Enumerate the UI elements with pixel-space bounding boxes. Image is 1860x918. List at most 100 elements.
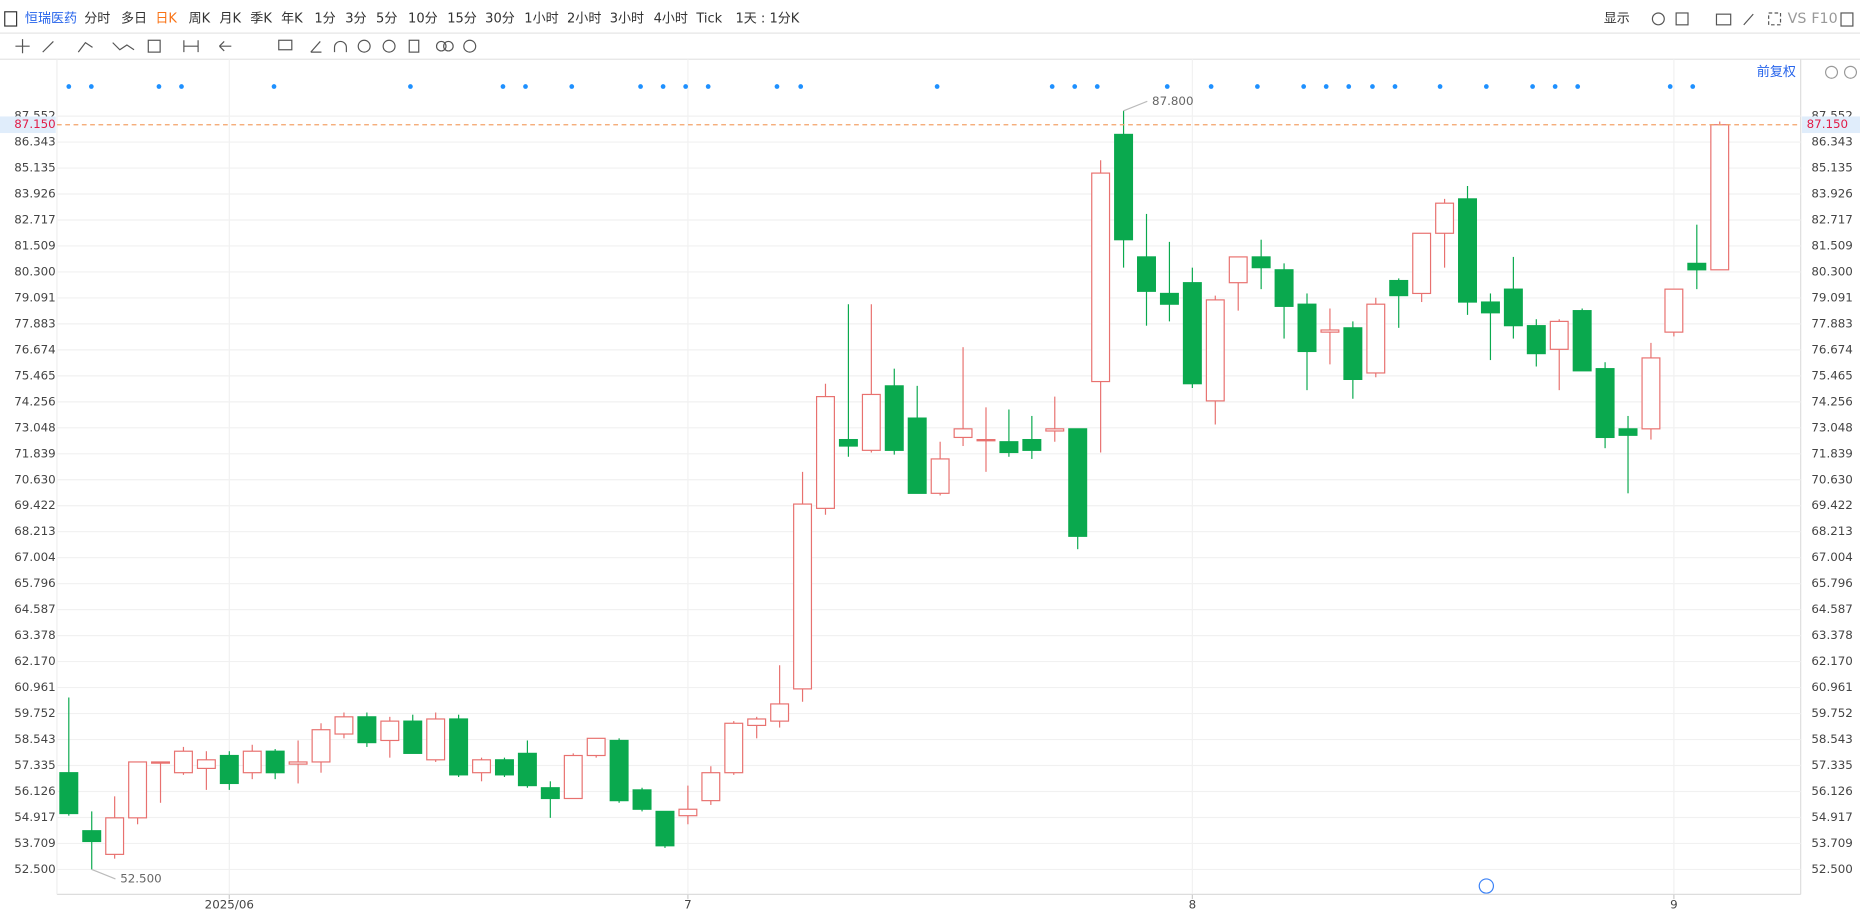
event-dot[interactable] [1392,84,1398,89]
event-dot[interactable] [1552,84,1558,89]
event-dot[interactable] [1301,84,1307,89]
period-tab[interactable]: 分时 [84,11,110,26]
period-tab[interactable]: 15分 [447,11,477,26]
y-tick-label: 82.717 [1811,213,1853,227]
event-dot[interactable] [774,84,780,89]
magnet-tool[interactable] [333,40,347,53]
vs-button[interactable]: VS [1788,11,1807,27]
event-dot[interactable] [179,84,184,89]
event-dot[interactable] [1049,84,1055,89]
candle-body [1458,198,1478,303]
event-dot[interactable] [500,84,506,89]
candle-body [1228,256,1248,284]
period-tab[interactable]: 月K [219,11,241,26]
period-tab[interactable]: Tick [695,11,722,26]
event-dot[interactable] [705,84,711,89]
period-tab[interactable]: 10分 [408,11,438,26]
period-tab[interactable]: 3分 [345,11,366,26]
layout-icon[interactable] [1675,12,1689,26]
event-dot[interactable] [1208,84,1214,89]
event-dot[interactable] [1530,84,1535,89]
event-dot[interactable] [569,84,575,89]
period-tab[interactable]: 1天 : 1分K [735,11,799,26]
compare-tool[interactable] [435,40,447,52]
hide-tool[interactable] [382,39,396,53]
event-marker[interactable] [1478,878,1495,894]
f10-button[interactable]: F10 [1811,11,1837,27]
event-dot[interactable] [638,84,643,89]
event-dot[interactable] [523,84,528,89]
event-dot[interactable] [1346,84,1352,89]
symbol-name[interactable]: 恒瑞医药 [25,11,77,26]
event-dot[interactable] [88,84,94,89]
display-menu[interactable]: 显示 [1604,11,1630,26]
event-dot[interactable] [1164,84,1170,89]
settings-icon[interactable] [1651,12,1665,26]
event-dot[interactable] [1437,84,1443,89]
period-tab[interactable]: 4小时 [654,11,688,26]
adjust-button[interactable]: 前复权 [1757,64,1796,80]
event-dot[interactable] [1483,84,1489,89]
event-dot[interactable] [934,84,940,89]
wave-tool[interactable] [112,42,135,51]
min-marker-line [91,868,116,880]
y-tick-label: 83.926 [1811,187,1853,201]
event-dot[interactable] [1323,84,1329,89]
event-dot[interactable] [1667,84,1673,89]
y-tick-label: 74.256 [1811,394,1853,408]
event-dot[interactable] [1370,84,1375,89]
angle-tool[interactable] [310,41,322,53]
event-dot[interactable] [408,84,413,89]
candle-body [288,761,308,765]
event-dot[interactable] [1094,84,1100,89]
arrow-tool[interactable] [219,41,232,52]
candle-body [1343,327,1363,381]
period-tab[interactable]: 季K [250,11,272,26]
compare-tool[interactable] [443,40,454,52]
event-dot[interactable] [798,84,804,89]
period-tab[interactable]: 2小时 [567,11,601,26]
period-tab[interactable]: 1小时 [524,11,558,26]
y-tick-label: 70.630 [1811,472,1853,486]
measure-tool[interactable] [183,40,199,53]
period-tab[interactable]: 30分 [485,11,515,26]
settings-tool[interactable] [463,39,477,53]
y-tick-label: 56.126 [14,784,56,798]
candle-body [105,817,125,855]
path-tool[interactable] [77,41,93,53]
event-dot[interactable] [1690,84,1696,89]
fullscreen-icon[interactable] [1768,12,1782,26]
zoom-in[interactable] [1843,65,1858,79]
event-dot[interactable] [683,84,689,89]
line-tool[interactable] [42,41,54,53]
period-tab[interactable]: 5分 [376,11,397,26]
candle-body [1068,428,1088,537]
comment-tool[interactable] [278,39,293,51]
last-price-label: 87.150 [1807,117,1849,131]
delete-tool[interactable] [408,39,420,53]
event-dot[interactable] [271,84,277,89]
y-tick-label: 59.752 [1811,706,1853,720]
edit-icon[interactable] [1743,13,1754,26]
event-dot[interactable] [660,84,666,89]
period-tab[interactable]: 3小时 [610,11,644,26]
event-dot[interactable] [1575,84,1581,89]
period-tab[interactable]: 多日 [121,10,147,26]
move-tool[interactable] [15,39,30,54]
period-tab[interactable]: 1分 [314,11,335,26]
event-dot[interactable] [1072,84,1078,89]
period-tab[interactable]: 日K [155,11,177,26]
zoom-out[interactable] [1825,65,1839,79]
camera-icon[interactable] [1715,13,1732,26]
period-tab[interactable]: 年K [281,11,303,26]
eye-tool[interactable] [357,39,371,53]
event-dot[interactable] [66,84,72,89]
event-dot[interactable] [156,84,162,89]
period-tab[interactable]: 周K [189,11,211,26]
panel-toggle[interactable] [4,11,18,27]
chart-tool[interactable] [147,39,161,53]
event-dot[interactable] [1255,84,1260,89]
y-tick-label: 65.796 [14,576,56,590]
sidebar-icon[interactable] [1840,12,1854,27]
